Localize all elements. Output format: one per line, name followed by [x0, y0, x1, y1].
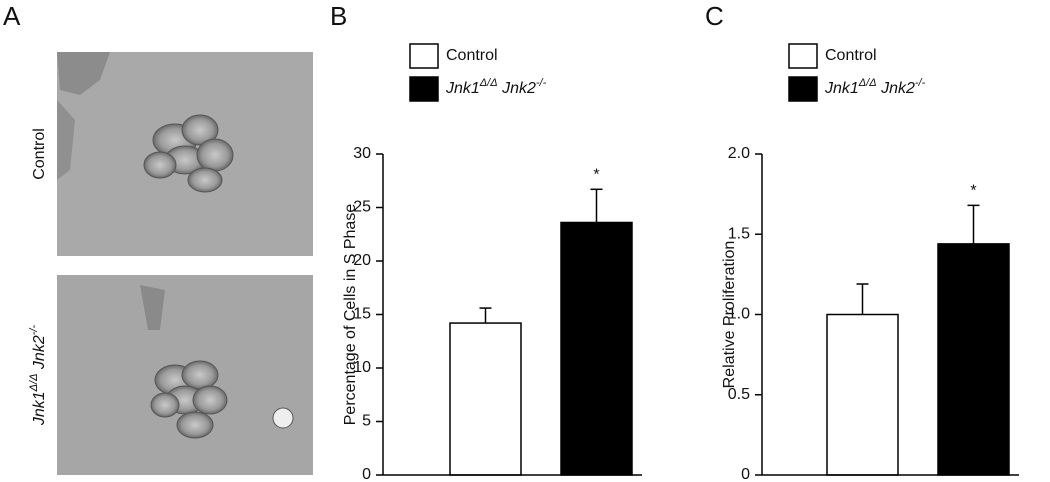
- y-tick-label: 1.5: [728, 225, 750, 242]
- bar: [826, 313, 899, 476]
- y-tick-label: 2.0: [728, 145, 750, 162]
- y-axis-label: Percentage of Cells in S Phase: [342, 204, 359, 426]
- row-label: Control: [31, 128, 48, 180]
- label-part: Control: [31, 128, 48, 180]
- label-part: Jnk2: [877, 80, 915, 97]
- panel-letter: A: [3, 1, 21, 31]
- label-part: Jnk1: [31, 391, 48, 426]
- bar: [560, 221, 633, 476]
- superscript: -/-: [28, 325, 40, 336]
- superscript: Δ/Δ: [858, 77, 877, 89]
- bar: [449, 322, 522, 476]
- y-tick-label: 0.5: [728, 386, 750, 403]
- y-axis-label: Relative Proliferation: [721, 241, 738, 389]
- label-part: Jnk2: [498, 80, 536, 97]
- y-tick-label: 15: [353, 306, 371, 323]
- legend-swatch: [409, 76, 439, 102]
- panel-letter: B: [330, 1, 347, 31]
- row-label: Jnk1Δ/Δ Jnk2-/-: [28, 325, 48, 427]
- y-tick-label: 0: [741, 466, 750, 482]
- y-tick-label: 1.0: [728, 306, 750, 323]
- bar: [937, 243, 1010, 476]
- panel-letter: C: [705, 1, 724, 31]
- y-tick-label: 25: [353, 199, 371, 216]
- y-tick-label: 30: [353, 145, 371, 162]
- superscript: -/-: [536, 77, 547, 89]
- significance-marker: *: [970, 183, 976, 200]
- label-part: Jnk1: [445, 80, 480, 97]
- legend-swatch: [788, 43, 818, 69]
- legend-label: Jnk1Δ/Δ Jnk2-/-: [445, 77, 547, 97]
- y-tick-label: 0: [362, 466, 371, 482]
- label-part: Jnk2: [31, 335, 48, 373]
- micrograph-mutant: [57, 275, 313, 475]
- superscript: -/-: [915, 77, 926, 89]
- label-part: Jnk1: [824, 80, 859, 97]
- superscript: Δ/Δ: [479, 77, 498, 89]
- legend-swatch: [409, 43, 439, 69]
- legend-label: Control: [825, 47, 877, 64]
- significance-marker: *: [593, 167, 599, 184]
- label-part: Control: [825, 47, 877, 64]
- y-tick-label: 5: [362, 413, 371, 430]
- legend-label: Jnk1Δ/Δ Jnk2-/-: [824, 77, 926, 97]
- y-tick-label: 10: [353, 359, 371, 376]
- legend-label: Control: [446, 47, 498, 64]
- y-tick-label: 20: [353, 252, 371, 269]
- superscript: Δ/Δ: [28, 374, 40, 393]
- micrograph-control: [57, 52, 313, 256]
- legend-swatch: [788, 76, 818, 102]
- label-part: Control: [446, 47, 498, 64]
